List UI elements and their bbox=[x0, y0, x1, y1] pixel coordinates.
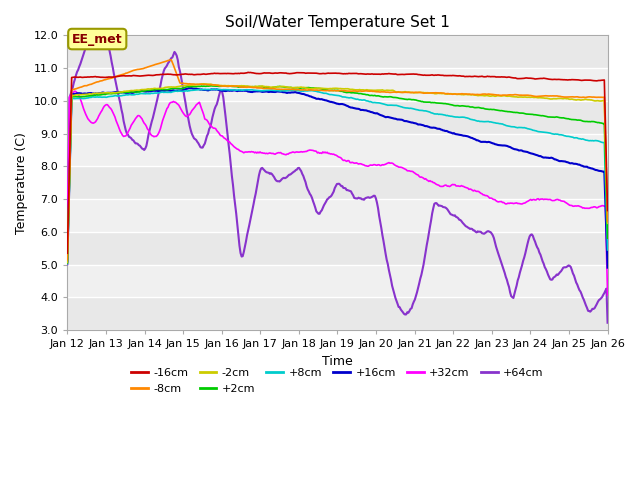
Bar bbox=[67, 264, 607, 298]
Y-axis label: Temperature (C): Temperature (C) bbox=[15, 132, 28, 234]
Bar bbox=[67, 232, 607, 264]
Bar bbox=[67, 199, 607, 232]
Bar bbox=[67, 167, 607, 199]
Bar bbox=[67, 36, 607, 68]
Bar bbox=[67, 101, 607, 133]
Legend: -16cm, -8cm, -2cm, +2cm, +8cm, +16cm, +32cm, +64cm: -16cm, -8cm, -2cm, +2cm, +8cm, +16cm, +3… bbox=[127, 364, 548, 398]
Text: EE_met: EE_met bbox=[72, 33, 123, 46]
Bar bbox=[67, 133, 607, 167]
X-axis label: Time: Time bbox=[322, 355, 353, 368]
Bar bbox=[67, 298, 607, 330]
Bar bbox=[67, 68, 607, 101]
Title: Soil/Water Temperature Set 1: Soil/Water Temperature Set 1 bbox=[225, 15, 450, 30]
